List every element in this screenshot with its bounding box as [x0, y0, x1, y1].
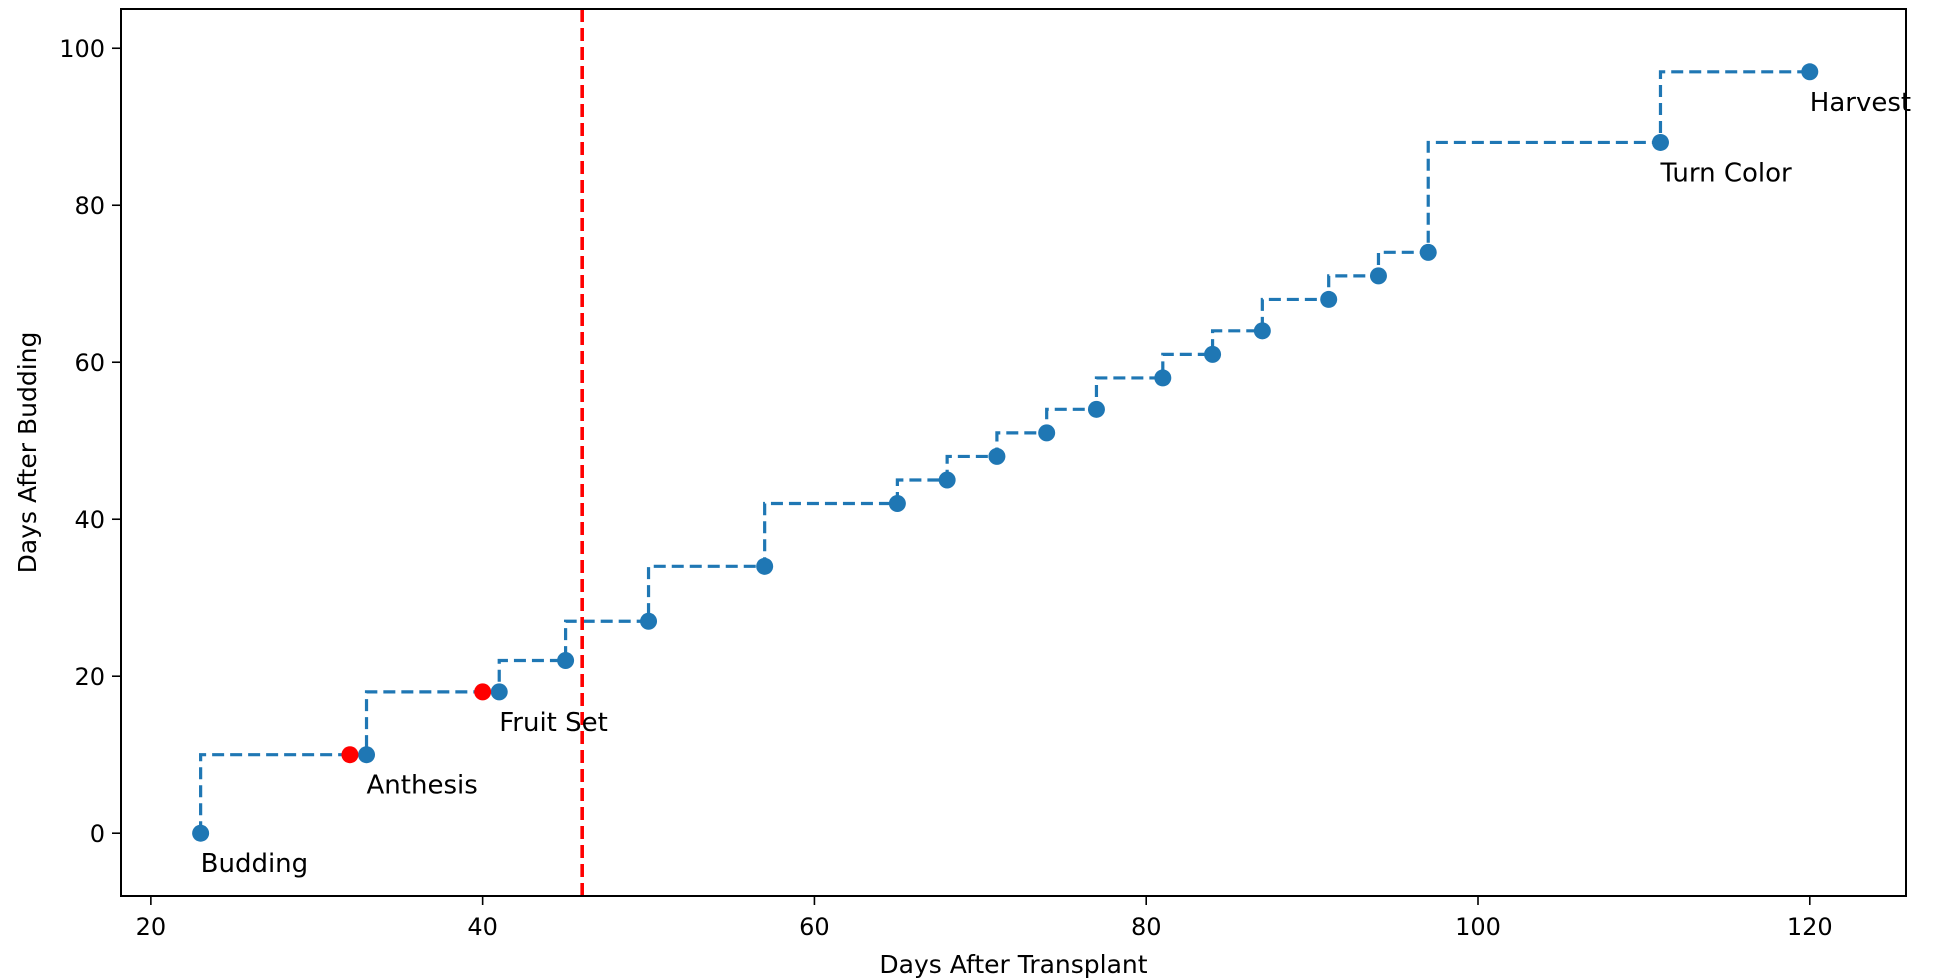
y-tick-label: 60 — [74, 349, 105, 377]
y-tick-label: 80 — [74, 192, 105, 220]
x-tick-label: 120 — [1787, 913, 1833, 941]
axes-layer: 20 40 60 80 100 120 0 20 40 60 80 100 — [59, 35, 1833, 941]
y-tick-label: 0 — [90, 820, 105, 848]
annotation-label: Turn Color — [1659, 158, 1792, 188]
data-point — [358, 746, 376, 764]
data-point — [1154, 369, 1172, 387]
annotation-label: Harvest — [1810, 88, 1911, 118]
data-point — [1087, 400, 1105, 418]
data-point — [1651, 133, 1669, 151]
data-point — [756, 557, 774, 575]
y-tick-label: 20 — [74, 663, 105, 691]
plot-layer: Budding Anthesis Fruit Set Turn Color Harves… — [192, 9, 1911, 896]
data-point — [1801, 63, 1819, 81]
data-point — [1038, 424, 1056, 442]
data-point — [1419, 243, 1437, 261]
annotation-label: Budding — [201, 849, 309, 879]
data-point — [1320, 290, 1338, 308]
x-tick-label: 60 — [799, 913, 830, 941]
y-tick-label: 100 — [59, 35, 105, 63]
data-point — [888, 495, 906, 513]
annotation-label: Fruit Set — [499, 708, 608, 738]
x-tick-label: 40 — [467, 913, 498, 941]
y-tick-label: 40 — [74, 506, 105, 534]
highlight-point — [341, 746, 359, 764]
data-point — [988, 447, 1006, 465]
plot-frame — [120, 8, 1907, 897]
data-point — [640, 612, 658, 630]
data-point — [938, 471, 956, 489]
highlight-point — [474, 683, 492, 701]
data-point — [1204, 345, 1222, 363]
x-tick-label: 100 — [1455, 913, 1501, 941]
data-point — [490, 683, 508, 701]
x-tick-label: 80 — [1131, 913, 1162, 941]
x-axis-label: Days After Transplant — [879, 950, 1147, 979]
annotation-label: Anthesis — [367, 771, 478, 801]
y-axis-label: Days After Budding — [13, 332, 42, 574]
x-tick-label: 20 — [136, 913, 167, 941]
data-point — [557, 652, 575, 670]
data-point — [192, 824, 210, 842]
data-point — [1253, 322, 1271, 340]
data-point — [1369, 267, 1387, 285]
